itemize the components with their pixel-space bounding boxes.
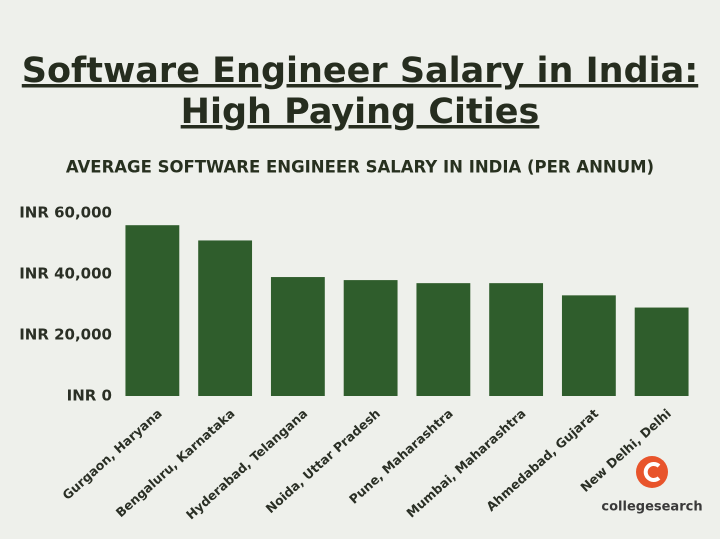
y-tick-label: INR 40,000 <box>19 265 112 283</box>
bar <box>125 225 180 396</box>
y-tick-label: INR 60,000 <box>19 204 112 222</box>
chart-title: Software Engineer Salary in India: <box>22 51 698 91</box>
bar <box>270 277 325 396</box>
logo: collegesearch <box>601 456 703 515</box>
chart-title: High Paying Cities <box>181 92 540 132</box>
bar <box>561 295 616 396</box>
chart-subtitle: AVERAGE SOFTWARE ENGINEER SALARY IN INDI… <box>66 158 654 177</box>
logo-c <box>643 462 661 482</box>
y-tick-label: INR 20,000 <box>19 326 112 344</box>
bar <box>198 240 253 396</box>
logo-text: collegesearch <box>601 500 702 515</box>
bar <box>416 283 471 396</box>
bar <box>634 307 689 396</box>
bar <box>343 280 398 396</box>
bar <box>489 283 544 396</box>
logo-icon <box>636 456 668 488</box>
y-tick-label: INR 0 <box>67 387 112 405</box>
